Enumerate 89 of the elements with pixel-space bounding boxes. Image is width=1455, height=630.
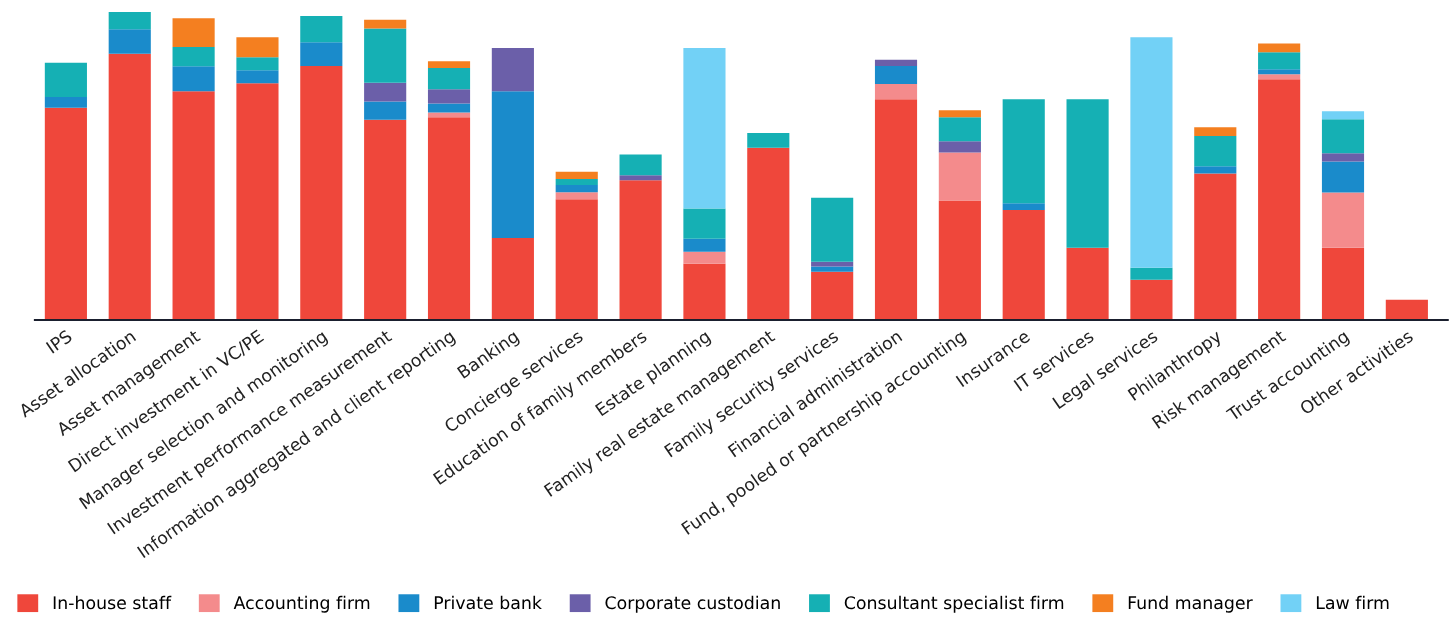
bar (108, 29, 151, 54)
bar (427, 61, 471, 69)
bar (364, 101, 407, 120)
bar (619, 180, 662, 321)
legend-label: Consultant specialist firm (844, 595, 1064, 613)
bar (108, 53, 151, 321)
bar (1130, 37, 1173, 268)
bar (1130, 267, 1173, 280)
bar (1258, 74, 1301, 80)
bar (236, 83, 279, 321)
bar (1194, 173, 1237, 321)
legend-label: Accounting firm (233, 595, 370, 613)
bar (1321, 119, 1365, 154)
bar (1321, 153, 1365, 162)
bar (491, 238, 534, 321)
bar (555, 192, 598, 200)
bar (1066, 247, 1109, 321)
bar (491, 48, 534, 92)
bar (427, 89, 471, 104)
bar (172, 47, 215, 67)
bar (555, 199, 598, 321)
bar (364, 82, 407, 102)
bar (1321, 161, 1365, 193)
bar (1066, 99, 1109, 248)
bar (555, 185, 598, 193)
bar (938, 200, 981, 321)
bar (172, 91, 215, 321)
legend-label: Law firm (1316, 595, 1389, 610)
bar (1194, 136, 1237, 167)
bar (938, 152, 981, 201)
bar (427, 103, 471, 113)
bar (1002, 210, 1045, 321)
bar (938, 141, 981, 153)
legend-label: Fund manager (1128, 595, 1253, 613)
bar (236, 37, 279, 58)
bar (1258, 69, 1301, 75)
legend-label: Private bank (434, 595, 542, 610)
bar (364, 19, 407, 29)
bar (1002, 203, 1045, 211)
bar (1321, 247, 1365, 321)
bar (236, 70, 279, 84)
bar (683, 238, 726, 252)
bar (300, 42, 343, 66)
bar (1194, 127, 1237, 137)
bar (236, 57, 279, 71)
bar (555, 178, 598, 186)
bar (1130, 279, 1173, 321)
legend-label: In-house staff (53, 595, 172, 610)
bar (108, 11, 151, 30)
bar (44, 97, 87, 108)
bar (1321, 111, 1365, 120)
bar (1258, 52, 1301, 70)
bar (1321, 192, 1365, 248)
bar (555, 171, 598, 179)
legend-label: Corporate custodian (605, 595, 780, 613)
bar (811, 271, 854, 321)
bar (938, 110, 981, 118)
bar (683, 48, 726, 209)
bar (747, 133, 790, 148)
bar (172, 18, 215, 48)
bar (427, 112, 471, 118)
bar (300, 65, 343, 321)
bar (747, 147, 790, 321)
bar (874, 99, 918, 321)
bar (619, 175, 662, 181)
bar (874, 84, 918, 100)
bar (1385, 299, 1428, 321)
bar (44, 107, 87, 321)
bar (44, 62, 87, 97)
bar (172, 66, 215, 92)
bar (300, 15, 343, 43)
bar (364, 119, 407, 321)
bar (874, 59, 918, 66)
bar (811, 266, 854, 272)
bar (491, 91, 534, 239)
bar (1258, 43, 1301, 53)
bar (683, 251, 726, 264)
bar (427, 68, 471, 90)
bar (811, 197, 854, 262)
bar (1002, 99, 1045, 204)
bar (938, 117, 981, 142)
bar (683, 208, 726, 239)
bar (1258, 79, 1301, 321)
bar (427, 117, 471, 321)
bar (619, 154, 662, 176)
bar (1194, 166, 1237, 174)
bar (874, 65, 918, 85)
bar (683, 263, 726, 321)
bar (364, 28, 407, 83)
